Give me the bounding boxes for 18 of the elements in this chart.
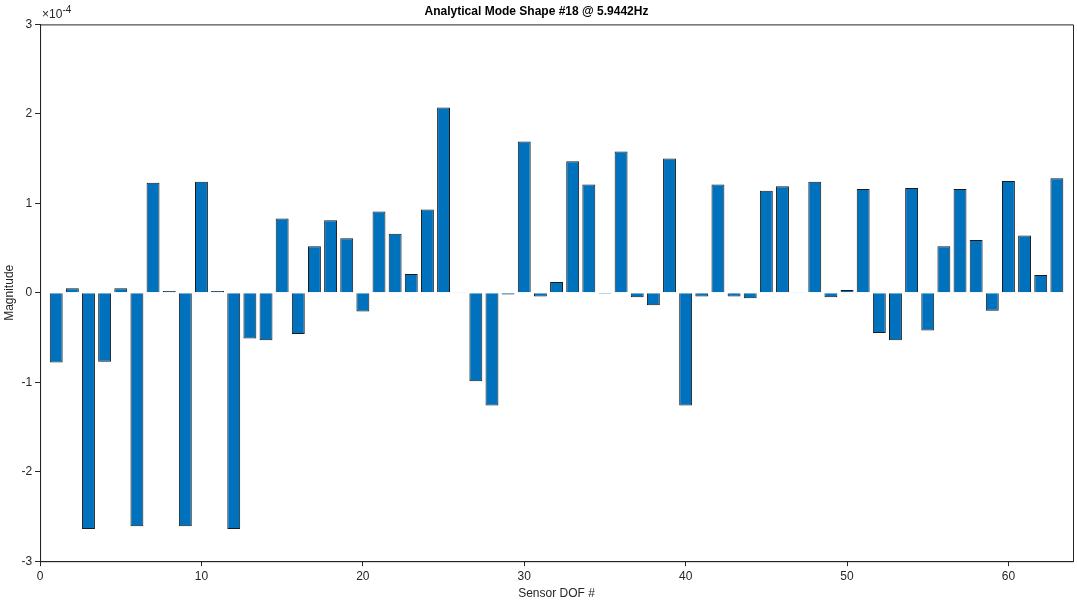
x-tick-label: 10	[194, 568, 209, 583]
y-tick-label: 0	[25, 285, 33, 300]
y-tick-label: -2	[21, 464, 33, 479]
x-tick-label: 20	[356, 568, 370, 583]
y-tick-label: 2	[25, 106, 33, 121]
y-axis-title: Magnitude	[1, 264, 16, 321]
x-tick-label: 0	[36, 568, 44, 583]
y-tick-label: 1	[25, 195, 33, 210]
text: ×10$^{-4}$	[42, 4, 72, 22]
y-tick-label: -1	[21, 374, 33, 389]
x-tick-label: 60	[1001, 568, 1016, 583]
chart-title: Analytical Mode Shape #18 @ 5.9442Hz	[424, 3, 649, 18]
x-tick-label: 40	[678, 568, 693, 583]
x-tick-label: 30	[517, 568, 532, 583]
y-tick-label: 3	[25, 16, 33, 31]
x-tick-label: 50	[840, 568, 855, 583]
x-axis-title: Sensor DOF #	[518, 586, 596, 601]
y-tick-label: -3	[21, 553, 33, 568]
